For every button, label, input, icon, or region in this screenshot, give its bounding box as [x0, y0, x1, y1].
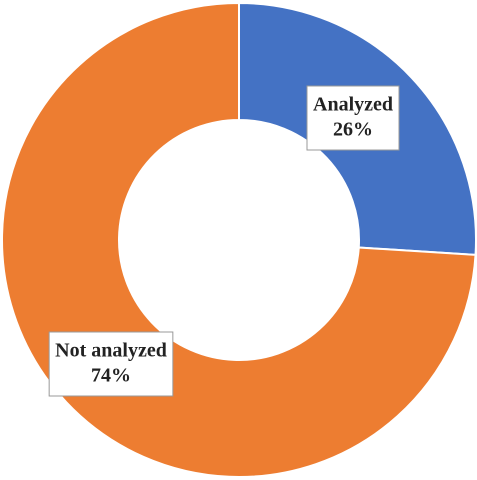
data-label: Not analyzed 74% [48, 331, 174, 397]
category-label: Not analyzed [55, 340, 167, 362]
category-label: Analyzed [313, 94, 393, 116]
label-box [306, 85, 400, 151]
value-label: 74% [91, 365, 131, 387]
value-label: 26% [333, 119, 373, 141]
label-box [48, 331, 174, 397]
data-label: Analyzed 26% [306, 85, 400, 151]
